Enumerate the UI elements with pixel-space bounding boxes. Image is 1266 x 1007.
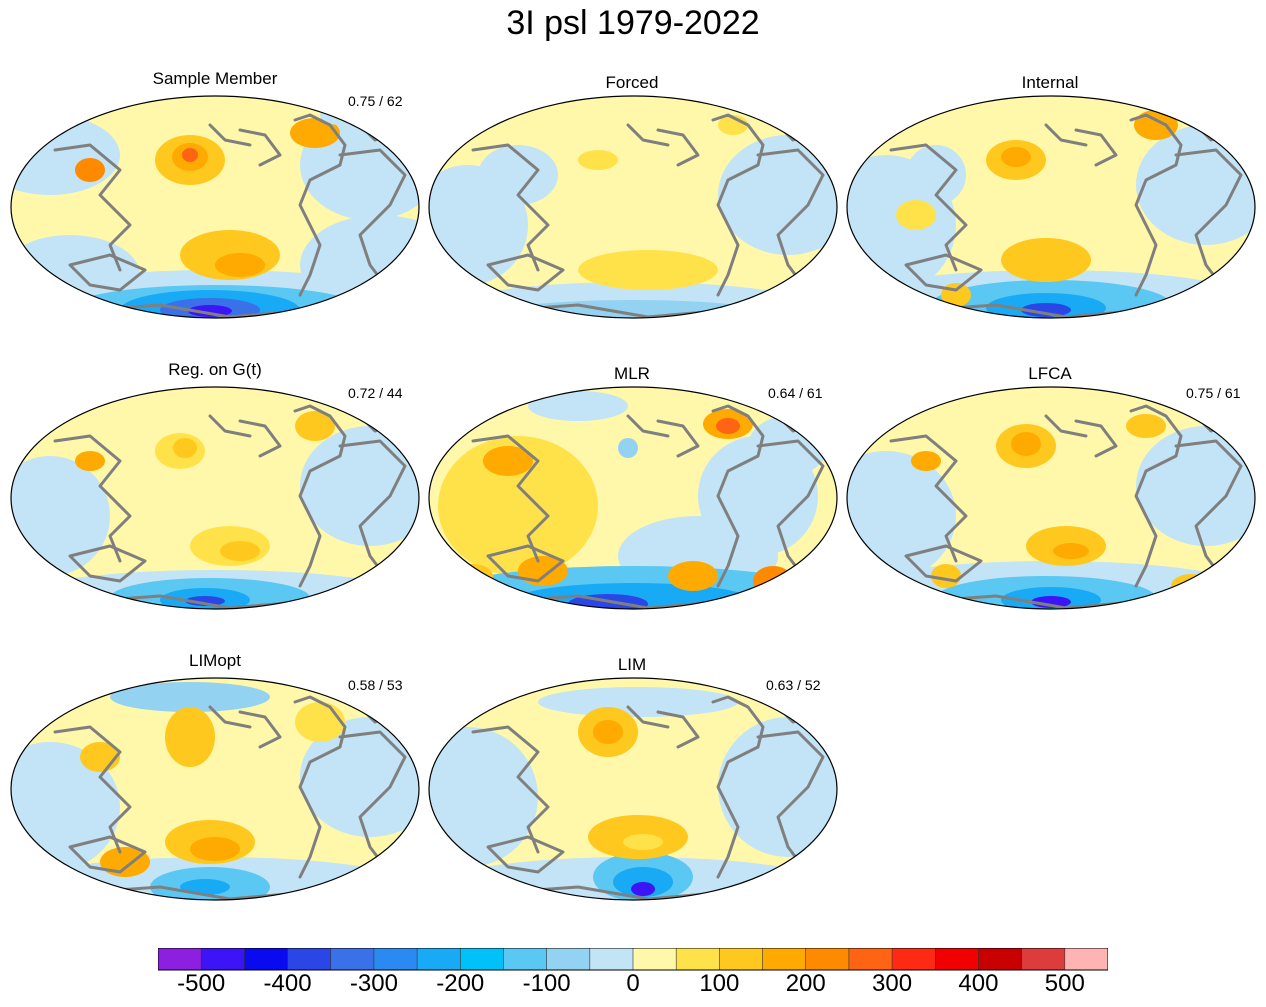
colorbar-swatch <box>330 948 375 971</box>
map-forced <box>428 95 838 319</box>
panel-title-mlr: MLR <box>614 364 650 383</box>
colorbar-swatch <box>1021 948 1066 971</box>
colorbar-label: -500 <box>177 970 226 997</box>
colorbar-swatch <box>287 948 332 971</box>
panel-title-reg-on-gt: Reg. on G(t) <box>168 360 262 379</box>
panel-stat-lfca: 0.75 / 61 <box>1186 385 1241 401</box>
colorbar-swatch <box>978 948 1023 971</box>
panel-title-forced: Forced <box>605 73 659 92</box>
colorbar-swatch <box>891 948 937 971</box>
colorbar-swatch <box>805 948 850 971</box>
colorbar-swatch <box>244 948 289 971</box>
colorbar-swatch <box>589 948 634 971</box>
map-internal <box>846 95 1256 319</box>
panel-title-sample-member: Sample Member <box>152 69 278 88</box>
colorbar-swatch <box>200 948 246 971</box>
map-lim <box>428 677 838 901</box>
panel-stat-sample-member: 0.75 / 62 <box>348 93 403 109</box>
figure-title: 3I psl 1979-2022 <box>506 4 760 42</box>
panel-title-lfca: LFCA <box>1028 364 1072 383</box>
panel-stat-reg-on-gt: 0.72 / 44 <box>348 385 403 401</box>
panel-title-limopt: LIMopt <box>189 651 241 670</box>
colorbar-swatch <box>848 948 893 971</box>
colorbar-label: -100 <box>522 970 571 997</box>
colorbar-swatch <box>416 948 462 971</box>
panel-stat-lim: 0.63 / 52 <box>766 677 821 693</box>
panel-title-lim: LIM <box>617 655 647 674</box>
colorbar <box>158 948 1108 971</box>
panel-title-internal: Internal <box>1021 73 1079 92</box>
colorbar-label: -300 <box>349 970 398 997</box>
colorbar-label: 300 <box>872 970 913 997</box>
colorbar-swatch <box>719 948 764 971</box>
panel-stat-limopt: 0.58 / 53 <box>348 677 403 693</box>
colorbar-swatch <box>934 948 980 971</box>
map-limopt <box>10 677 420 901</box>
colorbar-swatch <box>1064 948 1108 971</box>
colorbar-swatch <box>158 948 202 971</box>
colorbar-label: 0 <box>626 970 640 997</box>
colorbar-label: -200 <box>436 970 485 997</box>
panel-stat-mlr: 0.64 / 61 <box>768 385 823 401</box>
map-sample-member <box>10 95 420 319</box>
colorbar-swatch <box>373 948 418 971</box>
colorbar-label: 500 <box>1044 970 1085 997</box>
colorbar-swatch <box>762 948 807 971</box>
colorbar-label: 400 <box>958 970 999 997</box>
colorbar-swatch <box>632 948 677 971</box>
colorbar-label: 100 <box>699 970 740 997</box>
colorbar-swatch <box>503 948 548 971</box>
colorbar-swatch <box>459 948 505 971</box>
colorbar-swatch <box>546 948 591 971</box>
colorbar-label: -400 <box>263 970 312 997</box>
map-mlr <box>428 386 838 610</box>
map-reg-on-gt <box>10 386 420 610</box>
colorbar-label: 200 <box>785 970 826 997</box>
colorbar-swatch <box>675 948 721 971</box>
map-lfca <box>846 386 1256 610</box>
